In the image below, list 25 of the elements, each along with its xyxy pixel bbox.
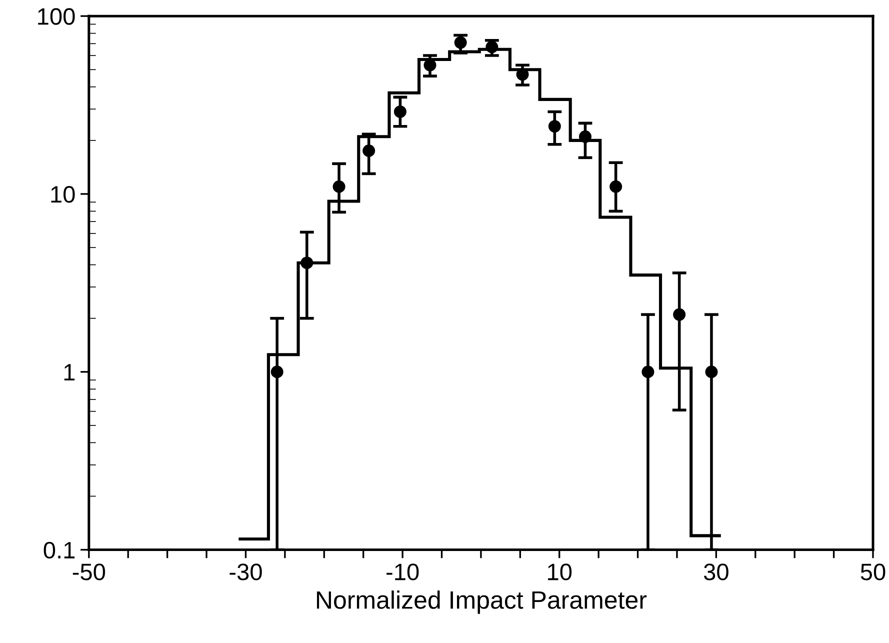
point bbox=[270, 366, 284, 378]
y-tick-label: 1 bbox=[64, 364, 75, 380]
point bbox=[578, 130, 592, 143]
point bbox=[394, 105, 406, 118]
point bbox=[673, 308, 686, 321]
point bbox=[486, 40, 498, 54]
point bbox=[642, 366, 654, 378]
point bbox=[516, 68, 529, 81]
x-tick-label: -50 bbox=[72, 564, 106, 580]
point bbox=[454, 36, 467, 49]
y-tick-label: 0.1 bbox=[44, 542, 75, 559]
x-tick-label: -10 bbox=[386, 564, 419, 580]
point bbox=[610, 180, 622, 193]
point bbox=[362, 144, 376, 157]
x-tick-label: 10 bbox=[548, 564, 572, 580]
x-axis-title: Normalized Impact Parameter bbox=[316, 590, 647, 614]
y-tick-label: 100 bbox=[38, 8, 75, 25]
point bbox=[548, 120, 561, 133]
point bbox=[300, 256, 314, 270]
x-tick-label: 30 bbox=[704, 564, 728, 580]
x-tick-label: 50 bbox=[860, 564, 886, 580]
point bbox=[705, 366, 718, 378]
point bbox=[332, 180, 346, 193]
y-tick-label: 10 bbox=[51, 186, 75, 203]
x-tick-label: -30 bbox=[230, 564, 262, 580]
